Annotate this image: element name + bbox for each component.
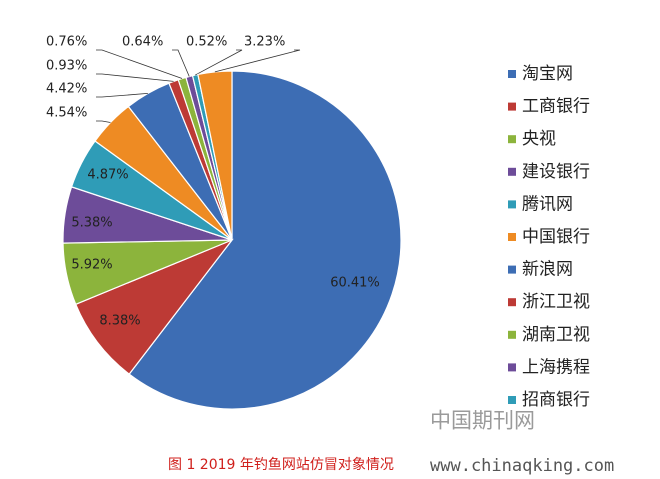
legend-marker (508, 70, 516, 78)
legend-marker (508, 167, 516, 176)
legend-label: 央视 (522, 129, 556, 149)
legend-label: 建设银行 (522, 162, 590, 182)
data-label: 8.38% (99, 314, 140, 329)
leader-line (214, 49, 301, 73)
legend-label: 招商银行 (522, 390, 590, 410)
leader-line (96, 49, 183, 79)
caption: 图 1 2019 年钓鱼网站仿冒对象情况 (168, 456, 394, 473)
leader-line (96, 120, 111, 123)
leader-line (96, 93, 148, 98)
data-label: 4.54% (46, 106, 87, 121)
leader-line (172, 49, 190, 77)
data-label: 5.92% (71, 258, 112, 273)
leader-line (96, 73, 174, 82)
legend-marker (508, 298, 516, 307)
pie-slice (74, 238, 234, 375)
pie-slice (128, 70, 402, 410)
data-label: 60.41% (330, 276, 380, 291)
legend-label: 腾讯网 (522, 194, 573, 214)
legend-label: 新浪网 (522, 260, 573, 280)
data-label: 5.38% (71, 216, 112, 231)
data-label: 0.64% (122, 35, 163, 50)
legend-marker (508, 396, 516, 404)
data-label: 0.52% (186, 35, 227, 50)
legend-marker (508, 135, 516, 144)
data-label: 4.42% (46, 82, 87, 97)
legend-label: 中国银行 (522, 227, 590, 247)
leader-line (195, 49, 243, 76)
data-label: 0.93% (46, 59, 87, 74)
legend-marker (508, 233, 516, 241)
legend-label: 湖南卫视 (522, 325, 590, 345)
legend-label: 浙江卫视 (522, 292, 590, 312)
legend-marker (508, 363, 516, 372)
data-label: 4.87% (87, 168, 128, 183)
watermark: 中国期刊网 (430, 409, 535, 433)
legend-marker (508, 265, 516, 274)
watermark: www.chinaqking.com (430, 456, 614, 476)
legend-marker (508, 102, 516, 111)
legend-label: 上海携程 (522, 357, 590, 377)
legend-label: 淘宝网 (522, 64, 573, 84)
legend-label: 工商银行 (522, 97, 590, 117)
data-label: 3.23% (244, 35, 285, 50)
legend-marker (508, 200, 516, 209)
data-label: 0.76% (46, 35, 87, 50)
legend-marker (508, 330, 516, 339)
